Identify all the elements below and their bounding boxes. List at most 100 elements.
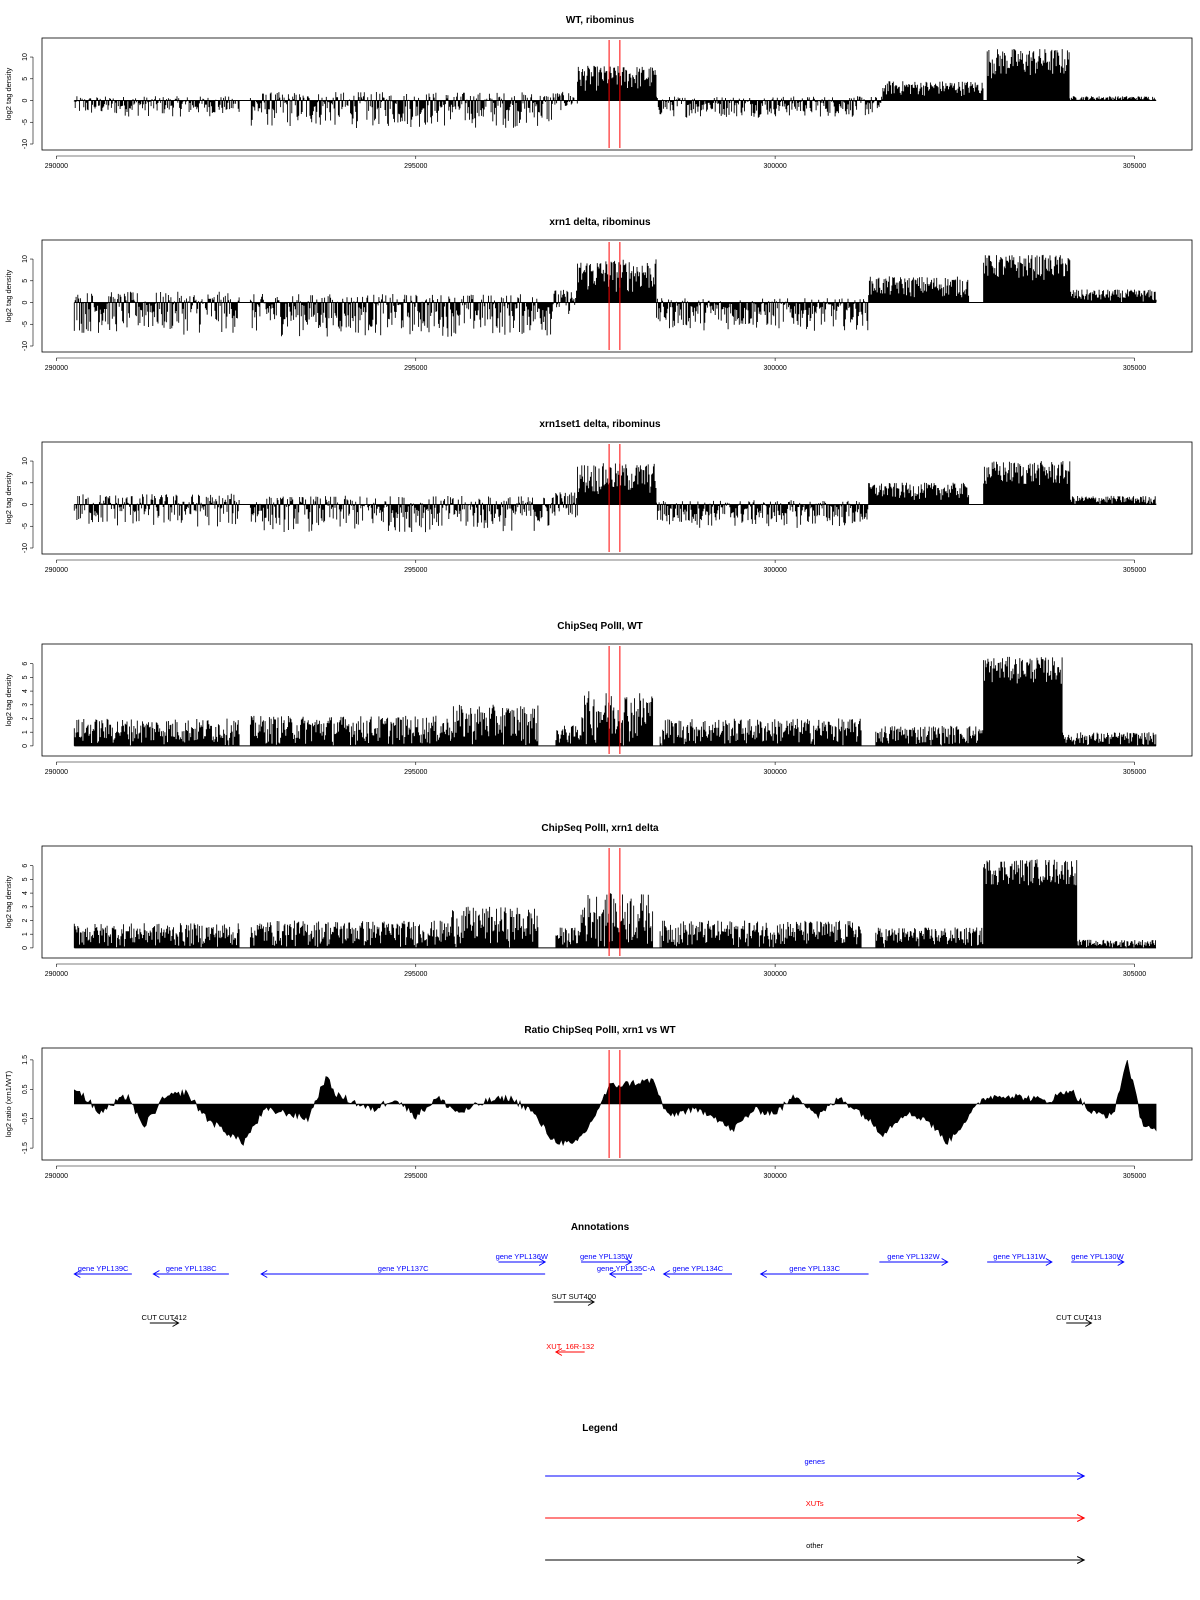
arrow-head-icon: [1076, 1556, 1086, 1564]
y-tick-label: -5: [22, 321, 29, 327]
annotation-feature: gene YPL132W: [879, 1252, 949, 1266]
density-bars: [73, 859, 1156, 948]
feature-label: gene YPL135W: [580, 1252, 633, 1261]
plot-frame: [41, 239, 1193, 353]
y-tick-label: 0: [22, 300, 29, 304]
feature-label: gene YPL137C: [378, 1264, 429, 1273]
y-tick-label: 3: [22, 905, 29, 909]
y-tick-label: 2: [22, 918, 29, 922]
arrow-head-icon: [759, 1270, 768, 1278]
annotation-feature: gene YPL137C: [260, 1264, 546, 1278]
density-bars: [73, 49, 1157, 128]
y-tick-label: 5: [22, 279, 29, 283]
y-axis-label: log2 ratio (xrn1/WT): [4, 1070, 13, 1137]
annotation-feature: gene YPL139C: [73, 1264, 132, 1278]
y-tick-label: -1.5: [22, 1142, 29, 1154]
arrow-head-icon: [941, 1258, 949, 1266]
y-tick-label: 2: [22, 716, 29, 720]
legend-item-label: XUTs: [806, 1499, 824, 1508]
plot-frame: [41, 643, 1193, 757]
feature-label: gene YPL136W: [496, 1252, 549, 1261]
x-tick-label: 290000: [45, 769, 68, 776]
y-tick-label: 5: [22, 675, 29, 679]
x-tick-label: 300000: [763, 365, 786, 372]
legend-item: XUTs: [545, 1499, 1086, 1522]
y-axis-label: log2 tag density: [4, 875, 13, 928]
feature-label: CUT CUT413: [1056, 1313, 1101, 1322]
feature-label: gene YPL131W: [993, 1252, 1046, 1261]
y-tick-label: 5: [22, 877, 29, 881]
y-tick-label: 0.5: [22, 1084, 29, 1094]
y-tick-label: 4: [22, 689, 29, 693]
feature-label: gene YPL134C: [672, 1264, 723, 1273]
chart-title: WT, ribominus: [566, 15, 635, 26]
annotations-panel: Annotations gene YPL139C gene YPL138C gene …: [73, 1222, 1125, 1356]
feature-label: gene YPL138C: [166, 1264, 217, 1273]
x-tick-label: 290000: [45, 1173, 68, 1180]
arrow-head-icon: [73, 1270, 81, 1278]
arrow-head-icon: [1076, 1514, 1086, 1522]
feature-label: XUT_16R-132: [546, 1342, 594, 1351]
density-bars: [73, 656, 1157, 746]
x-tick-label: 300000: [763, 769, 786, 776]
annotation-feature: gene YPL138C: [152, 1264, 229, 1278]
y-tick-label: -10: [22, 543, 29, 553]
arrow-head-icon: [1117, 1258, 1125, 1266]
y-tick-label: -5: [22, 523, 29, 529]
arrow-head-icon: [608, 1270, 617, 1278]
plot-frame: [41, 1047, 1193, 1161]
chart-panel-1: WT, ribominus log2 tag density -10 -5 0 5 10 29…: [4, 15, 1193, 170]
annotation-feature: CUT CUT413: [1056, 1313, 1101, 1327]
chart-title: Ratio ChipSeq PolII, xrn1 vs WT: [524, 1025, 675, 1036]
y-tick-label: 10: [22, 53, 29, 61]
x-tick-label: 290000: [45, 567, 68, 574]
x-tick-label: 295000: [404, 1173, 427, 1180]
chart-panel-2: xrn1 delta, ribominus log2 tag density -10…: [4, 217, 1193, 372]
annotation-feature: gene YPL135C-A: [597, 1264, 655, 1278]
plot-frame: [41, 37, 1193, 151]
y-tick-label: 0: [22, 744, 29, 748]
arrow-head-icon: [260, 1270, 268, 1278]
annotation-feature: gene YPL130W: [1071, 1252, 1125, 1266]
y-axis-label: log2 tag density: [4, 269, 13, 322]
arrow-head-icon: [1085, 1319, 1093, 1327]
y-tick-label: 0: [22, 98, 29, 102]
chart-panel-6: Ratio ChipSeq PolII, xrn1 vs WT log2 rati…: [4, 1025, 1193, 1180]
arrow-head-icon: [538, 1258, 547, 1266]
x-tick-label: 305000: [1123, 769, 1146, 776]
y-tick-label: 5: [22, 77, 29, 81]
y-tick-label: 5: [22, 481, 29, 485]
feature-label: SUT SUT400: [552, 1292, 596, 1301]
y-axis-label: log2 tag density: [4, 67, 13, 120]
y-axis-label: log2 tag density: [4, 471, 13, 524]
y-tick-label: 1: [22, 932, 29, 936]
x-tick-label: 305000: [1123, 971, 1146, 978]
chart-panel-3: xrn1set1 delta, ribominus log2 tag densit…: [4, 419, 1193, 574]
y-tick-label: -10: [22, 341, 29, 351]
ratio-area: [74, 1060, 1157, 1147]
x-tick-label: 305000: [1123, 567, 1146, 574]
feature-label: gene YPL132W: [887, 1252, 940, 1261]
arrow-head-icon: [662, 1270, 670, 1278]
plot-frame: [41, 845, 1193, 959]
legend-item-label: genes: [804, 1457, 825, 1466]
arrow-head-icon: [1076, 1472, 1086, 1480]
legend-item: other: [545, 1541, 1086, 1564]
annotation-feature: gene YPL136W: [496, 1252, 549, 1266]
annotation-feature: gene YPL135W: [580, 1252, 633, 1266]
plot-frame: [41, 441, 1193, 555]
legend-panel: Legend genes XUTs other: [545, 1423, 1086, 1564]
x-tick-label: 300000: [763, 1173, 786, 1180]
y-tick-label: -10: [22, 139, 29, 149]
y-tick-label: -5: [22, 119, 29, 125]
x-tick-label: 300000: [763, 567, 786, 574]
arrow-head-icon: [625, 1258, 633, 1266]
annotation-feature: XUT_16R-132: [546, 1342, 594, 1356]
feature-label: gene YPL130W: [1071, 1252, 1124, 1261]
arrow-head-icon: [172, 1319, 180, 1327]
chart-panel-5: ChipSeq PolII, xrn1 delta log2 tag densit…: [4, 823, 1193, 978]
x-tick-label: 305000: [1123, 365, 1146, 372]
arrow-head-icon: [587, 1298, 595, 1306]
annotation-feature: SUT SUT400: [552, 1292, 596, 1306]
